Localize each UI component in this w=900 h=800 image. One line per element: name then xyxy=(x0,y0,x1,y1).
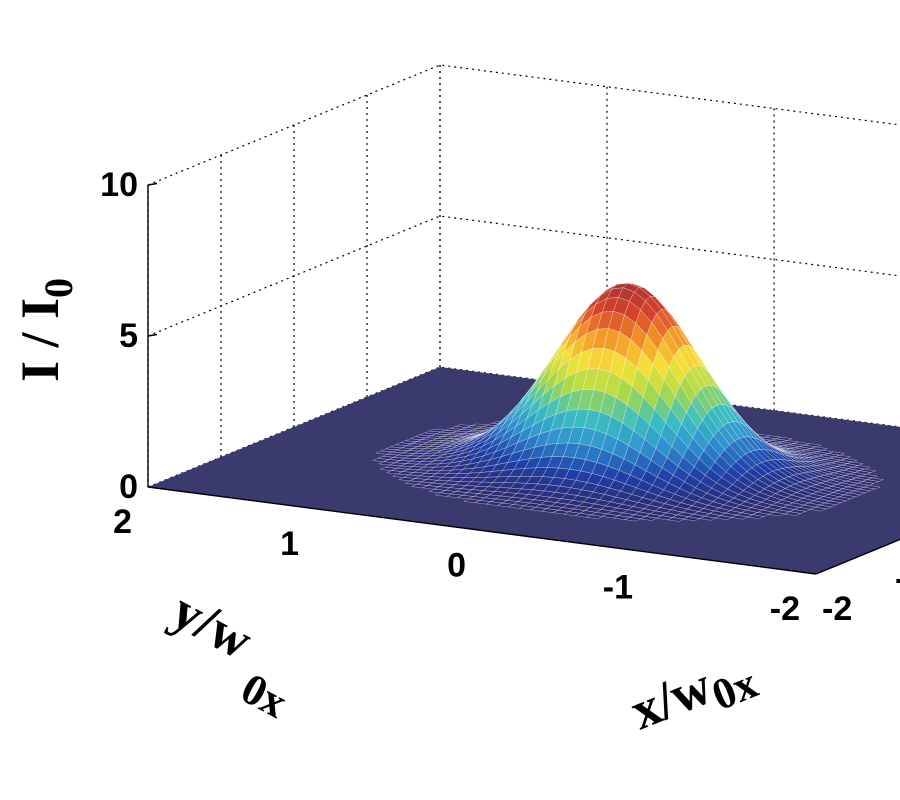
z-tick-mark xyxy=(147,333,158,337)
x-tick-label: -2 xyxy=(822,590,852,628)
y-tick-label: 1 xyxy=(280,525,299,563)
x-axis-line xyxy=(815,538,900,575)
grid-layer xyxy=(147,64,900,488)
y-axis-label-sub: 0x xyxy=(233,664,295,728)
surface-patch xyxy=(666,517,685,522)
surface-patch xyxy=(809,506,828,512)
surface-patch xyxy=(767,511,786,517)
surface-patch xyxy=(698,515,717,521)
z-tick-label: 0 xyxy=(119,468,138,506)
surface-patch xyxy=(639,516,658,521)
surface-patch xyxy=(714,515,733,520)
y-axis-label-main: y/w xyxy=(162,580,262,671)
grid-line xyxy=(147,215,900,337)
grid-line xyxy=(147,64,900,186)
y-axis-label: y/w xyxy=(162,580,262,671)
x-tick-label: -1 xyxy=(895,560,900,598)
x-axis-label: x/w0x xyxy=(622,639,764,751)
y-tick-label: -2 xyxy=(770,590,800,628)
x-axis-label-main: x/w xyxy=(622,655,720,741)
y-tick-label: -1 xyxy=(603,568,633,606)
surface-layer xyxy=(147,282,900,575)
z-axis-label-main: I / I xyxy=(10,298,70,382)
z-axis-label-sub: 0 xyxy=(36,278,81,298)
surface-patch xyxy=(682,516,701,522)
surface-patch xyxy=(585,514,604,520)
surface-patch xyxy=(623,516,642,522)
surface-patch xyxy=(746,514,765,519)
z-tick-label: 10 xyxy=(100,166,138,204)
z-axis-label: I / I0 xyxy=(10,278,81,382)
surface-patch xyxy=(783,511,802,516)
y-tick-label: 0 xyxy=(447,547,466,585)
surface-patch xyxy=(730,514,749,520)
y-axis-line xyxy=(147,486,817,575)
z-tick-mark xyxy=(147,182,158,186)
z-tick-label: 5 xyxy=(119,317,138,355)
y-tick-label: 2 xyxy=(113,503,132,541)
